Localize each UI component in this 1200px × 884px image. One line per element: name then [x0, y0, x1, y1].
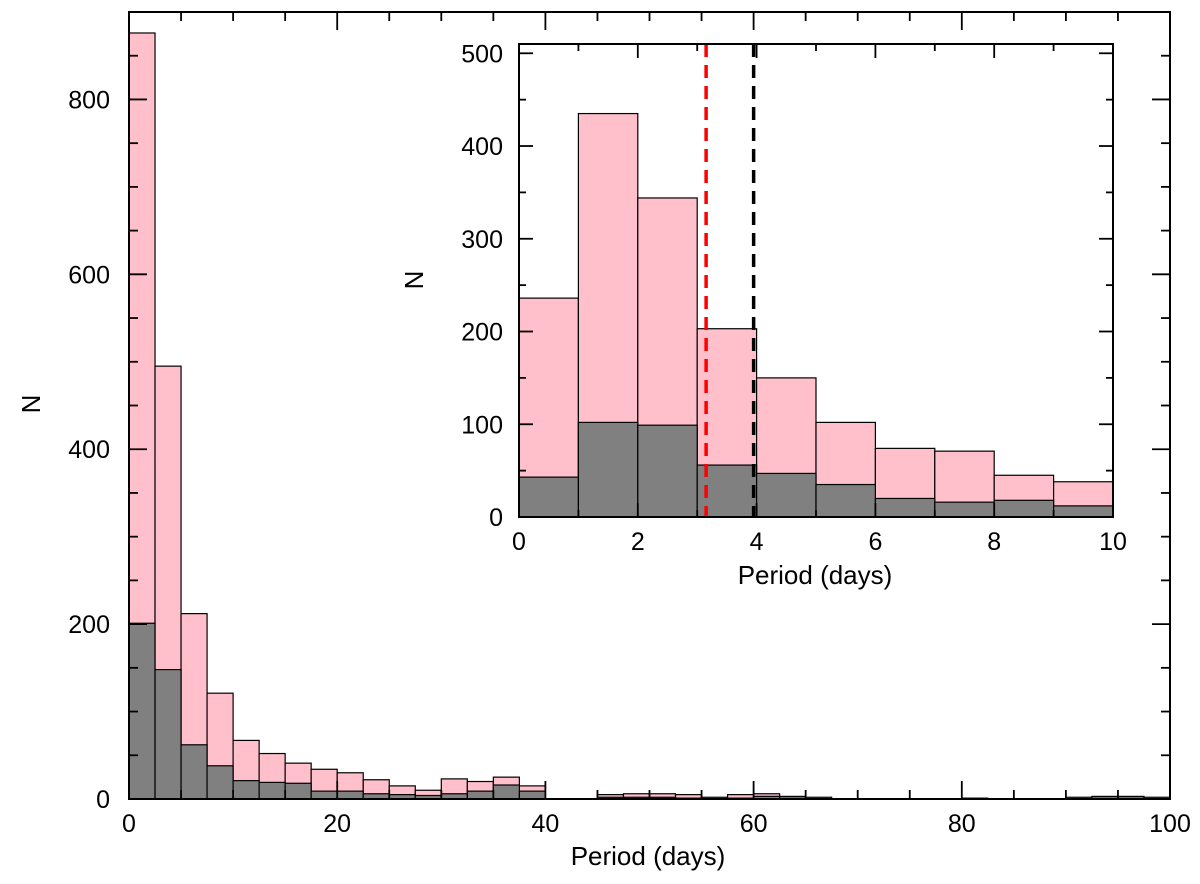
bar-subset-2: [180, 744, 208, 800]
x-tick-label: 80: [948, 810, 976, 838]
bar-subset-2: [637, 424, 698, 518]
bar-subset-13: [466, 790, 494, 800]
x-tick-label: 0: [512, 528, 526, 556]
bar-subset-3: [206, 765, 234, 800]
main-x-axis-label: Period (days): [571, 841, 726, 871]
x-tick-label: 100: [1149, 810, 1191, 838]
bar-subset-4: [232, 780, 260, 800]
bar-subset-8: [336, 790, 364, 800]
x-tick-label: 8: [987, 528, 1001, 556]
bar-subset-0: [518, 476, 580, 518]
y-tick-label: 200: [68, 611, 110, 639]
y-tick-label: 300: [461, 226, 503, 254]
x-tick-label: 60: [740, 810, 768, 838]
inset-reference-lines: [704, 44, 756, 517]
bar-subset-5: [258, 781, 286, 800]
x-tick-label: 20: [323, 810, 351, 838]
bar-subset-6: [874, 497, 936, 518]
y-tick-label: 600: [68, 261, 110, 289]
x-tick-label: 40: [531, 810, 559, 838]
inset-plot-frame: [518, 43, 1114, 518]
main-plot-frame: [128, 11, 1171, 800]
main-y-axis-label: N: [16, 395, 46, 414]
bar-subset-9: [1052, 505, 1114, 518]
inset-y-axis-label: N: [399, 271, 429, 290]
x-tick-label: 0: [122, 810, 136, 838]
bar-subset-8: [993, 499, 1055, 518]
bar-subset-15: [518, 790, 546, 800]
bar-subset-7: [310, 790, 338, 800]
x-tick-label: 4: [750, 528, 764, 556]
y-tick-label: 0: [489, 504, 503, 532]
bar-subset-6: [284, 782, 312, 800]
y-tick-label: 500: [461, 40, 503, 68]
bar-subset-4: [755, 472, 817, 518]
bar-subset-14: [492, 784, 520, 800]
y-tick-label: 800: [68, 86, 110, 114]
y-tick-label: 400: [68, 436, 110, 464]
inset-x-axis-label: Period (days): [738, 560, 893, 590]
bar-subset-1: [577, 421, 639, 518]
bar-subset-5: [815, 483, 877, 518]
y-tick-label: 200: [461, 319, 503, 347]
y-tick-label: 400: [461, 133, 503, 161]
bar-subset-7: [934, 501, 995, 518]
x-tick-label: 2: [631, 528, 645, 556]
x-tick-label: 6: [868, 528, 882, 556]
y-tick-label: 100: [461, 411, 503, 439]
x-tick-label: 10: [1099, 528, 1127, 556]
y-tick-label: 0: [96, 786, 110, 814]
bar-subset-1: [154, 668, 182, 800]
